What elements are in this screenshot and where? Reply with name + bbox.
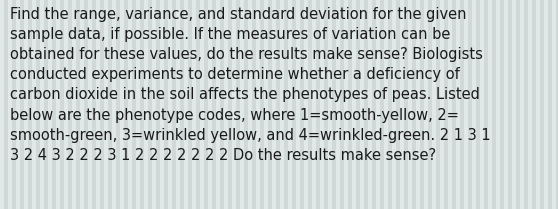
Text: Find the range, variance, and standard deviation for the given
sample data, if p: Find the range, variance, and standard d… — [10, 7, 490, 163]
